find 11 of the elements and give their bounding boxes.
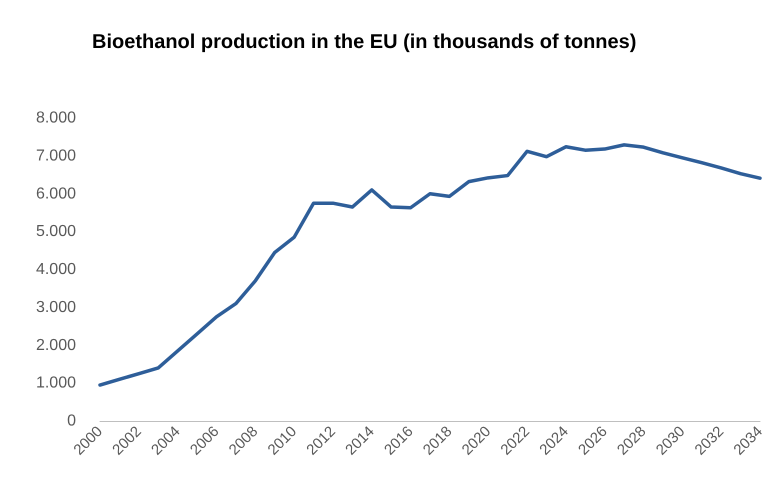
y-tick-label: 8.000 [36,110,76,126]
y-tick-label: 2.000 [36,336,76,354]
line-series [98,143,762,387]
chart-title: Bioethanol production in the EU (in thousands of tonnes) [92,31,636,53]
y-tick-label: 0 [67,412,76,430]
y-tick-label: 1.000 [36,374,76,392]
y-tick-label: 3.000 [36,298,76,316]
y-tick-label: 6.000 [36,185,76,202]
y-tick-label: 4.000 [36,261,76,278]
y-tick-label: 5.000 [36,223,76,240]
y-tick-label: 7.000 [36,147,76,164]
